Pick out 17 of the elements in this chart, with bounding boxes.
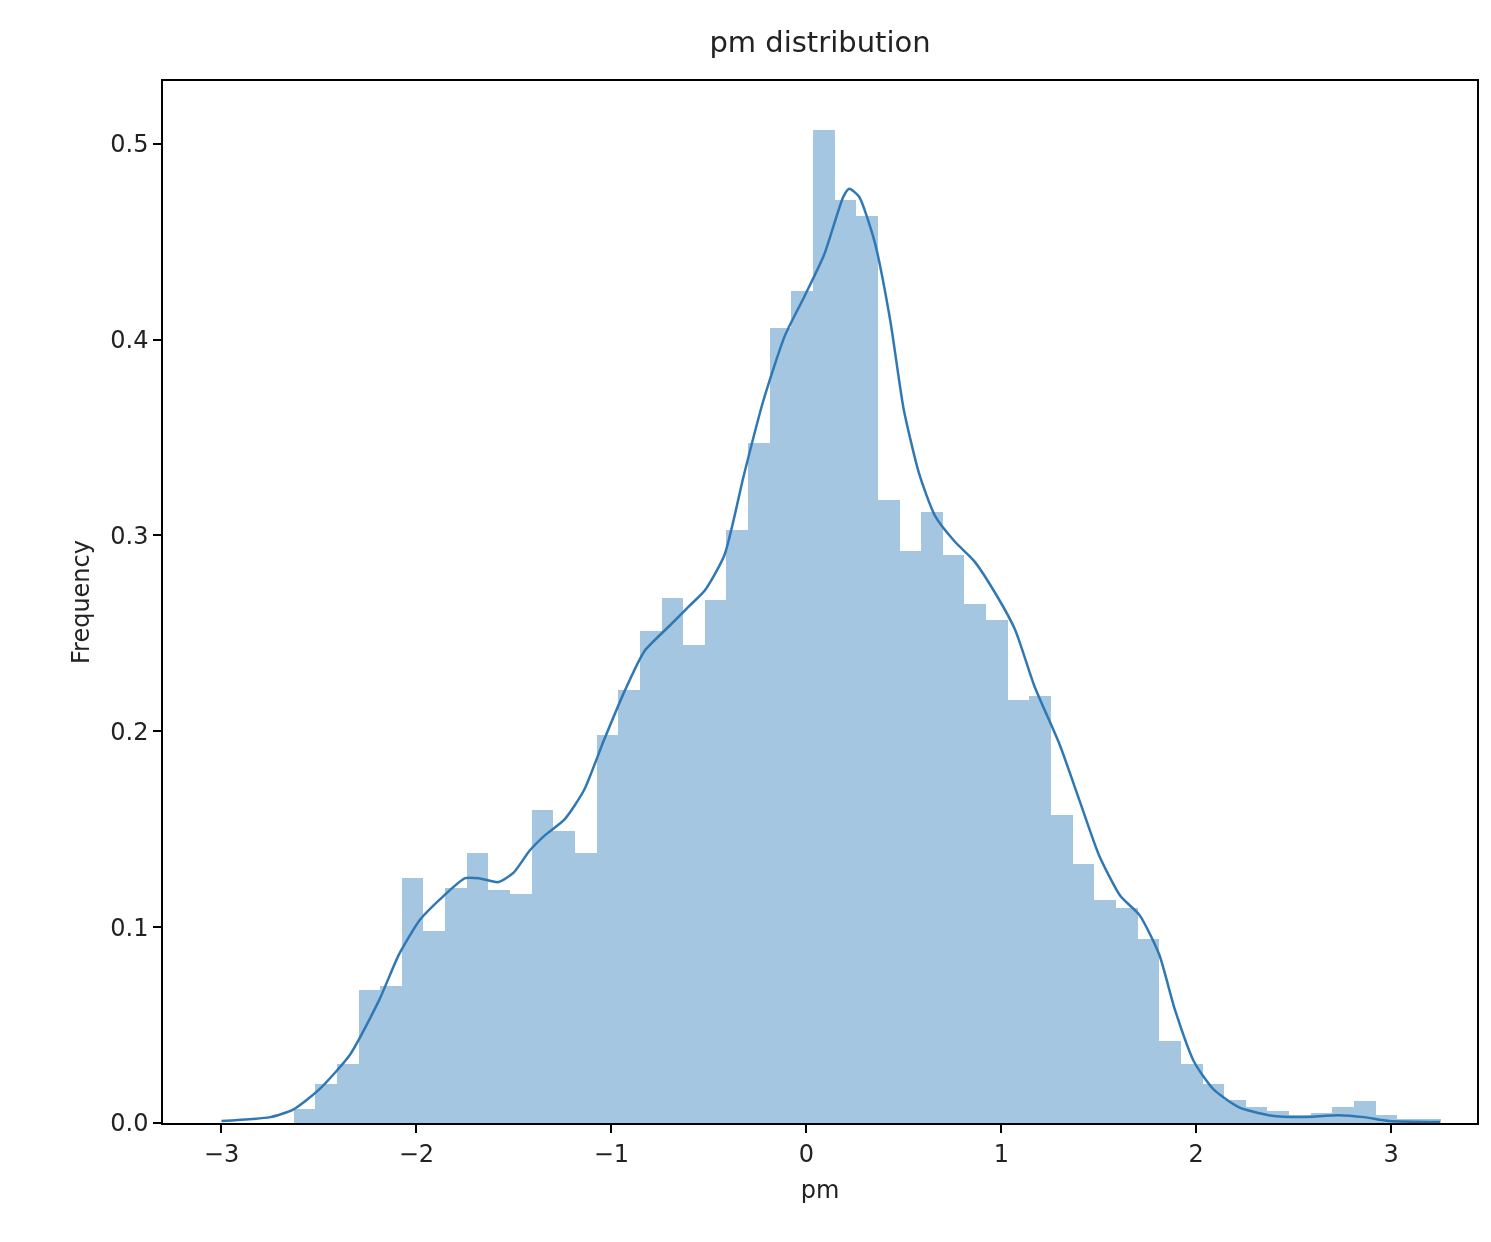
y-tick-label: 0.0 [110,1109,149,1138]
line-series [220,187,1442,1123]
x-tick-label: −2 [398,1139,435,1168]
y-tick-label: 0.2 [110,717,149,746]
x-axis-title: pm [800,1176,840,1205]
x-tick-label: 0 [798,1139,814,1168]
x-tick-label: −1 [593,1139,630,1168]
y-tick-label: 0.1 [110,913,149,942]
chart-title: pm distribution [709,25,931,60]
x-tick-label: 3 [1383,1139,1399,1168]
x-tick-label: 1 [993,1139,1009,1168]
y-axis-title: Frequency [66,540,95,664]
y-tick-label: 0.4 [110,325,149,354]
y-tick-label: 0.5 [110,130,149,159]
x-tick-label: 2 [1188,1139,1204,1168]
y-tick-label: 0.3 [110,521,149,550]
x-tick-label: −3 [203,1139,240,1168]
